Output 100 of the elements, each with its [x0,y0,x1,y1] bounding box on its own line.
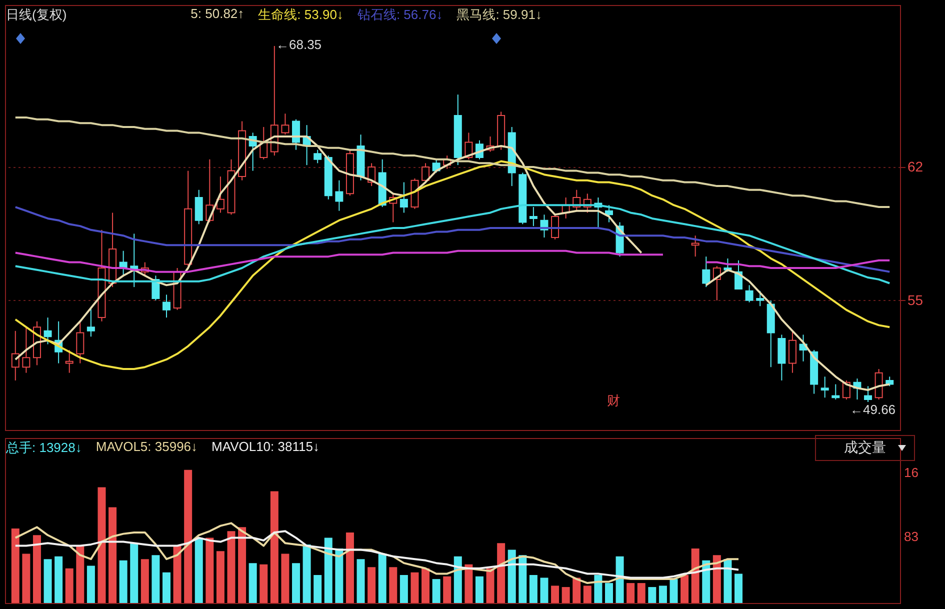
bar [346,532,354,603]
bar [680,575,689,603]
bar [540,578,548,603]
annotation: ←49.66 [850,402,896,417]
bar [76,546,84,603]
bar [486,568,494,603]
bar [648,587,656,603]
line-series [14,206,891,273]
candlestick [788,330,796,374]
candlestick [864,386,872,403]
bar [454,556,462,603]
bar [432,579,440,603]
bar [216,551,224,603]
text: 黑马线: 59.91↓ [456,6,542,24]
annotation: 财 [607,392,620,410]
bar [356,559,365,603]
bar [98,487,106,603]
bar [604,583,613,603]
bar [238,527,246,603]
y-tick-label: 62 [908,158,924,174]
bar [44,559,52,603]
candlestick [745,284,754,303]
bar [152,555,160,603]
bar [626,583,635,603]
bar [260,564,268,603]
bar [119,560,128,603]
bar [616,556,624,603]
candlestick [44,317,52,345]
y-tick-label: 55 [908,292,924,308]
bar [464,564,473,603]
bar [410,572,419,603]
bar [86,566,95,603]
text: MAVOL10: 38115↓ [212,439,320,456]
text: 成交量 [844,439,886,457]
candlestick [86,308,95,338]
bar [670,579,678,603]
bar [724,559,732,603]
bar [368,567,376,603]
line-series [14,116,891,208]
candlestick [702,256,710,288]
bar [324,538,332,603]
bar [227,531,236,603]
candlestick [216,176,224,214]
bar [248,563,257,603]
bar [54,556,63,603]
line-series [14,160,891,370]
text: 5: 50.82↑ [190,6,244,23]
candlestick [194,189,203,225]
candlestick [551,214,560,240]
candlestick [756,290,764,307]
bar [173,546,182,603]
candlestick [22,326,30,374]
bar [702,560,710,603]
bar [508,550,516,603]
bar [518,555,527,603]
annotation: ←68.35 [276,37,322,52]
bar [314,575,322,603]
candlestick [162,294,170,318]
bar [206,538,214,603]
candlestick [529,206,538,227]
text: 16 [904,465,918,480]
bar [572,578,581,603]
bar [443,576,452,603]
text: 钻石线: 56.76↓ [357,6,443,24]
candlestick [281,113,290,136]
bar [335,548,344,603]
bar [551,586,560,603]
text: 总手: 13928↓ [6,439,82,457]
bar [270,491,278,603]
bar [65,568,74,603]
text: 83 [904,529,918,544]
bar [658,586,667,603]
candlestick [886,376,894,387]
candlestick [820,376,829,398]
bar [594,575,602,603]
candlestick [691,235,700,258]
bar [378,554,386,603]
bar [32,535,41,603]
candlestick [335,180,344,212]
bar [22,554,30,603]
candlestick [314,149,322,164]
candlestick [400,182,408,214]
bar [108,507,117,603]
chart-title: 日线(复权) [6,6,67,24]
bar [712,555,721,603]
bar [389,567,398,603]
bar [194,538,203,603]
bar [281,554,290,603]
candlestick [832,384,840,400]
bar [11,528,20,603]
bar [162,572,170,603]
candlestick [76,320,84,364]
bar [637,583,646,603]
bar [583,586,592,603]
bar [302,544,311,603]
bar [140,559,149,603]
bar [292,563,300,603]
text: 生命线: 53.90↓ [258,6,344,24]
bar [184,470,192,603]
bar [562,587,570,603]
